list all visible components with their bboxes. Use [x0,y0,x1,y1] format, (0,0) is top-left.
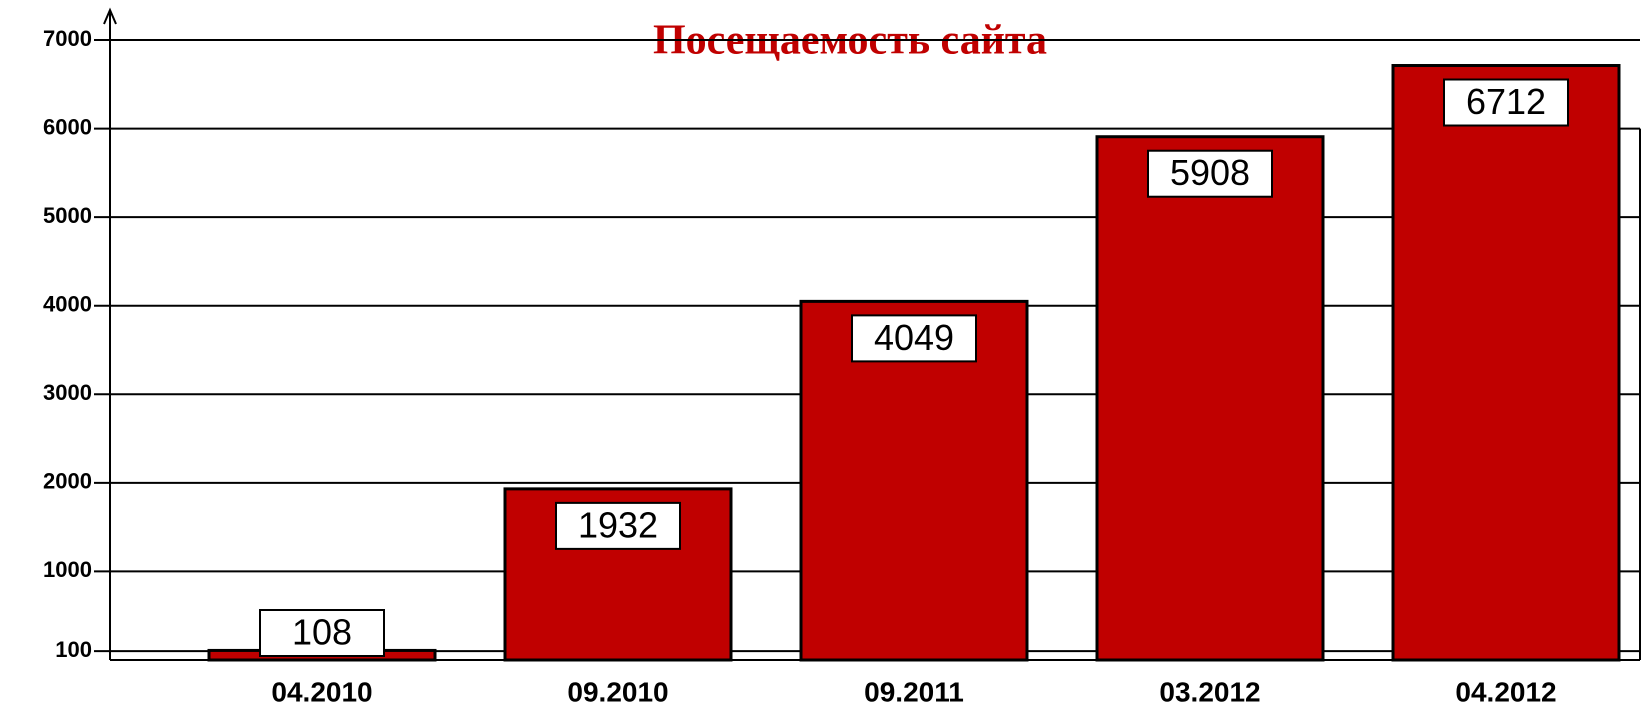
value-label-box [259,609,385,657]
x-tick-label: 09.2011 [864,676,964,707]
x-tick-label: 04.2012 [1455,676,1556,707]
value-label-box [1443,78,1569,127]
value-label: 108 [292,612,352,653]
value-label: 4049 [874,317,954,358]
value-label-box [851,314,977,363]
bar [1391,64,1621,662]
y-tick-label: 6000 [43,114,92,139]
y-tick-label: 5000 [43,203,92,228]
value-label-box [1147,149,1273,198]
y-tick-label: 100 [55,637,92,662]
x-tick-label: 09.2010 [567,676,668,707]
x-tick-label: 04.2010 [271,676,372,707]
value-label: 5908 [1170,152,1250,193]
y-tick-label: 7000 [43,26,92,51]
value-label: 1932 [578,504,658,545]
y-axis-arrow [103,7,117,25]
value-label: 6712 [1466,81,1546,122]
y-tick-label: 4000 [43,292,92,317]
bar [1095,135,1325,662]
x-tick-label: 03.2012 [1159,676,1260,707]
value-label-box [555,501,681,550]
y-tick-label: 2000 [43,469,92,494]
y-tick-label: 3000 [43,380,92,405]
y-tick-label: 1000 [43,557,92,582]
bar [503,487,733,662]
